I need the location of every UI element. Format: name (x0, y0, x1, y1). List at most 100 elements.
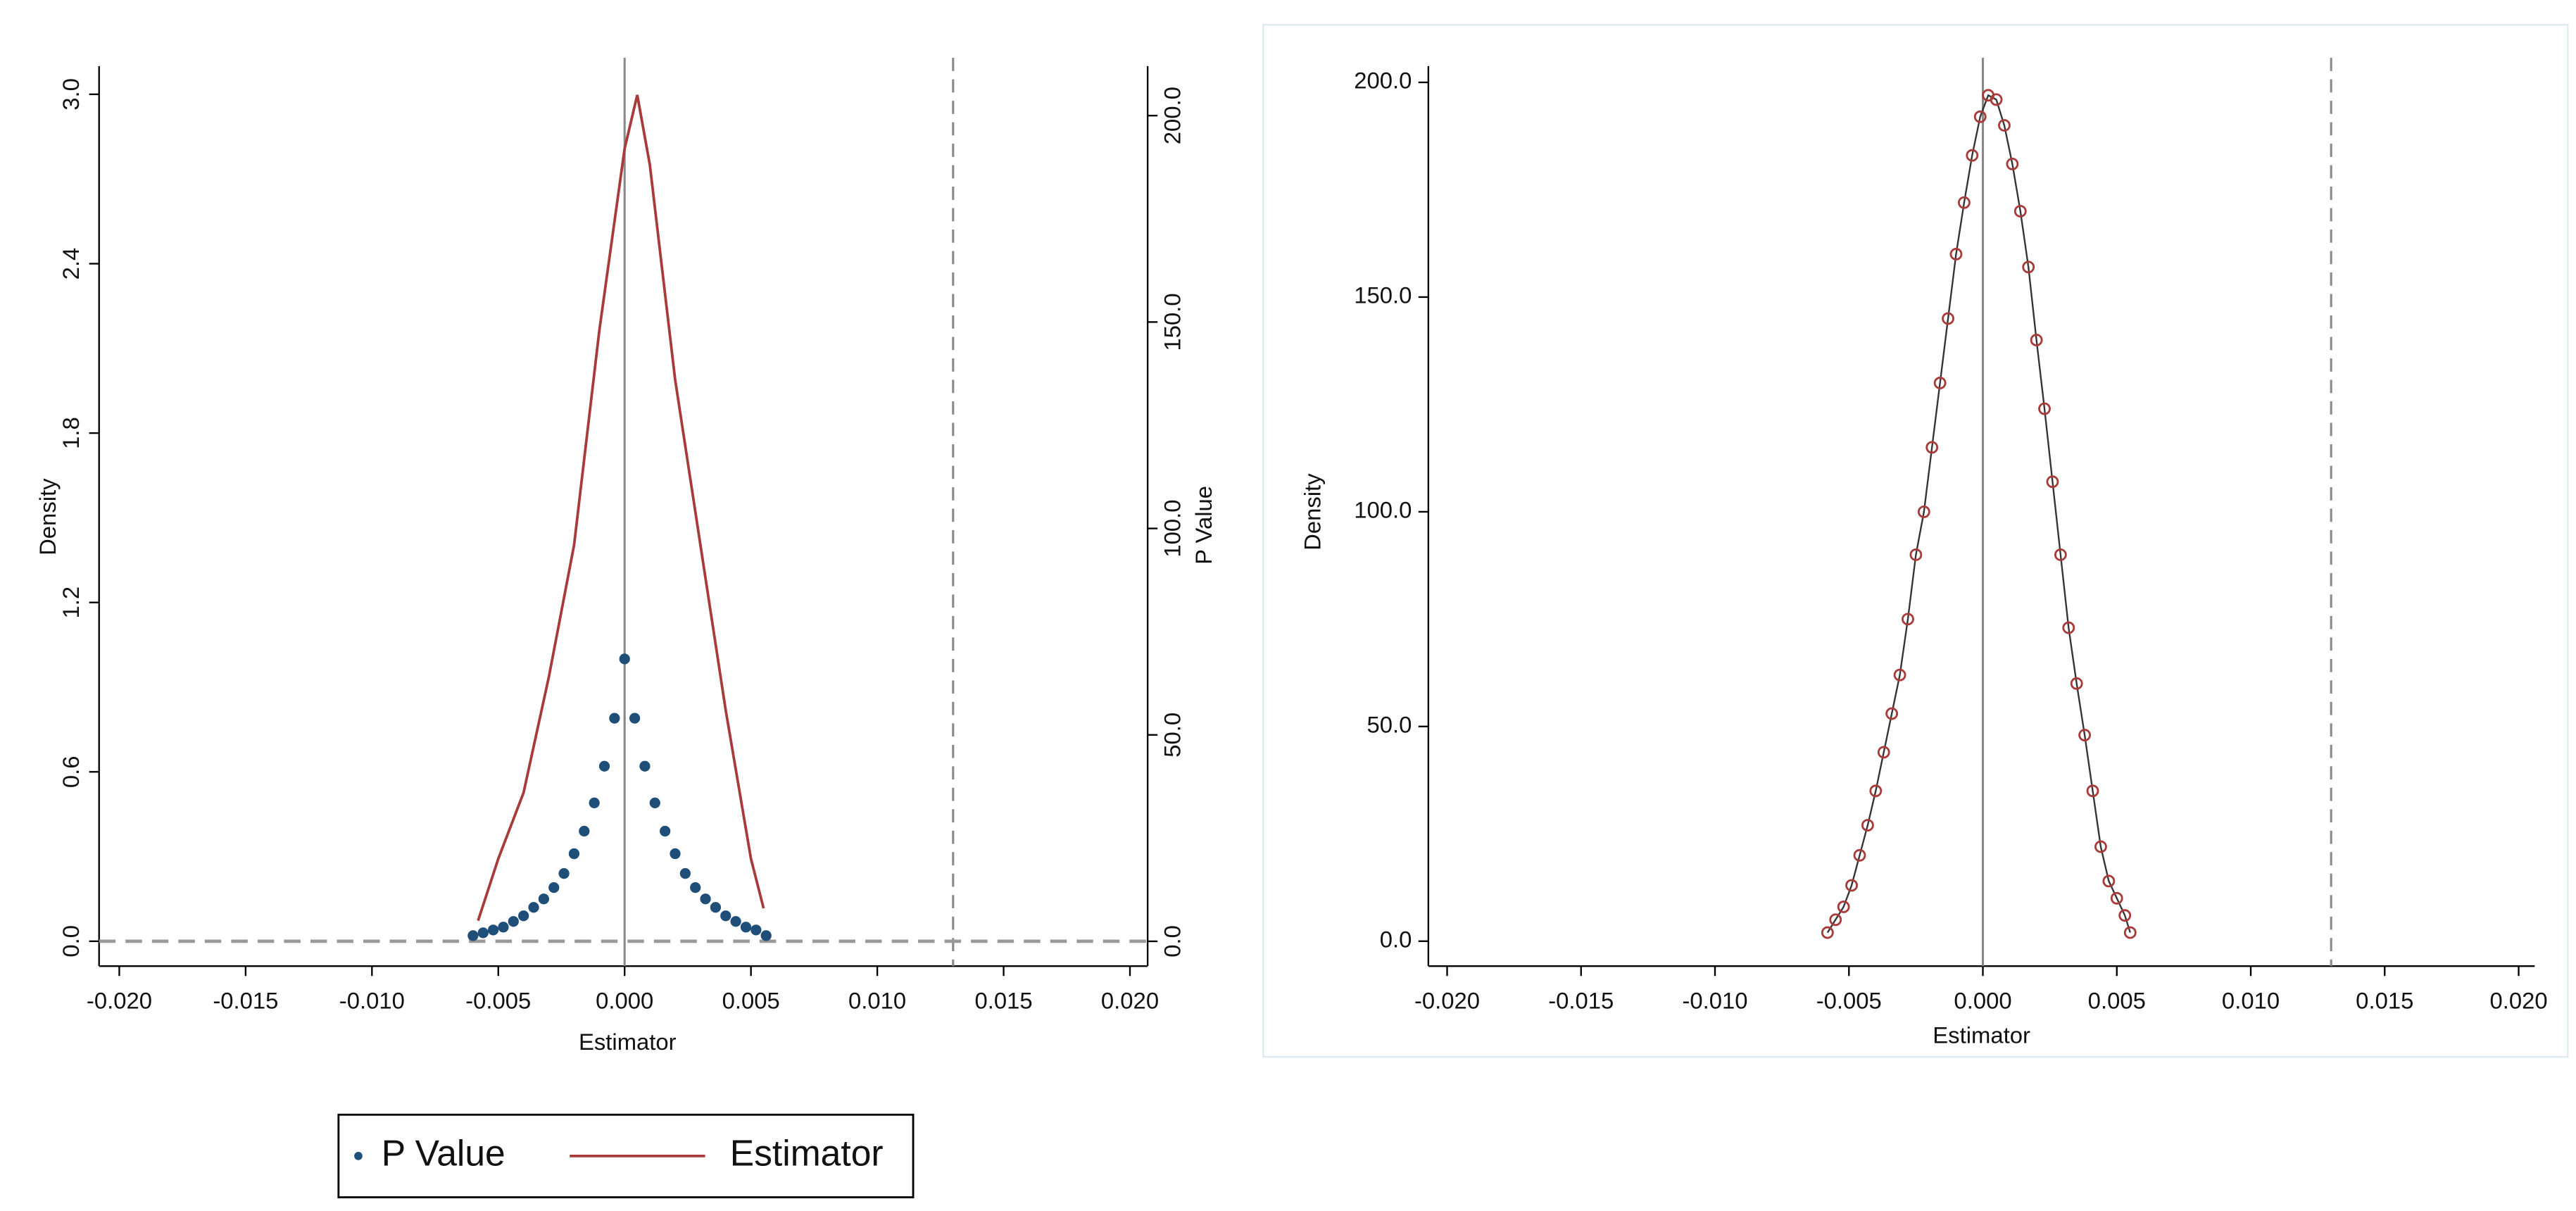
y-tick-label: 3.0 (58, 78, 84, 111)
line (477, 94, 765, 922)
point (670, 848, 681, 860)
x-tick-label: 0.005 (722, 987, 780, 1013)
y-tick-label: 50.0 (1367, 712, 1412, 738)
point (700, 893, 711, 905)
x-tick-label: 0.010 (848, 987, 906, 1013)
point (1885, 707, 1899, 720)
point (710, 902, 722, 913)
point (518, 910, 529, 922)
x-tick-label: 0.020 (2489, 987, 2547, 1013)
x-tick-label: -0.010 (1682, 987, 1747, 1013)
point (2123, 926, 2137, 939)
point (1949, 248, 1963, 261)
point (2013, 205, 2027, 218)
point (498, 922, 509, 933)
point (629, 713, 641, 724)
x-tick-label: -0.005 (465, 987, 531, 1013)
y2-axis-title: P Value (1190, 486, 1217, 565)
x-tick-label: 0.000 (1954, 987, 2011, 1013)
point (760, 930, 772, 941)
point (720, 910, 731, 922)
y-tick-label: 100.0 (1354, 497, 1412, 523)
y-tick-label: 150.0 (1354, 282, 1412, 308)
point (1821, 926, 1834, 939)
point (487, 924, 499, 936)
point (548, 882, 560, 893)
point (1942, 312, 1954, 325)
point (477, 927, 489, 939)
point (2118, 909, 2132, 922)
x-tick-label: 0.010 (2222, 987, 2280, 1013)
point (740, 922, 752, 933)
x-tick-label: 0.005 (2088, 987, 2146, 1013)
point (467, 930, 479, 941)
point (2078, 729, 2092, 741)
point (2006, 157, 2019, 170)
x-tick-label: -0.010 (339, 987, 405, 1013)
y-tick-label: 0.0 (58, 925, 84, 958)
point (649, 797, 660, 809)
fit-line (1826, 94, 2131, 934)
point (598, 760, 610, 772)
x-tick-label: 0.020 (1101, 987, 1159, 1013)
point (730, 916, 741, 927)
point (690, 882, 701, 893)
legend-label: Estimator (730, 1133, 884, 1174)
point (1957, 196, 1971, 209)
panel-border (1262, 24, 2569, 1058)
y-tick-label: 1.8 (58, 417, 84, 449)
y-axis-title: Density (1300, 473, 1326, 551)
point (2022, 261, 2035, 274)
y-tick-label: 200.0 (1354, 68, 1412, 94)
point (1933, 377, 1947, 389)
point (1998, 119, 2011, 132)
point (1902, 613, 1914, 626)
y-tick-label: 1.2 (58, 586, 84, 619)
x-tick-label: -0.020 (1414, 987, 1480, 1013)
point (538, 893, 550, 905)
y-tick-label: 0.6 (58, 755, 84, 788)
point (1990, 93, 2003, 106)
point (568, 848, 580, 860)
point (1869, 784, 1883, 798)
point (609, 713, 620, 724)
point (589, 797, 600, 809)
x-tick-label: -0.015 (213, 987, 278, 1013)
point (1829, 913, 1842, 927)
y2-tick-label: 200.0 (1159, 87, 1185, 144)
point (1893, 668, 1906, 682)
point (2102, 874, 2116, 888)
x-tick-label: -0.015 (1548, 987, 1614, 1013)
x-tick-label: 0.015 (2356, 987, 2413, 1013)
point (2086, 784, 2099, 798)
point (1845, 879, 1858, 892)
point (2110, 891, 2123, 905)
point (2062, 621, 2075, 634)
legend-swatch (354, 1152, 363, 1160)
point (1966, 149, 1979, 162)
x-tick-label: 0.000 (596, 987, 653, 1013)
point (1925, 441, 1939, 454)
point (660, 825, 671, 837)
point (679, 868, 691, 879)
point (1877, 746, 1890, 759)
x-axis-title: Estimator (579, 1029, 677, 1055)
y2-tick-label: 0.0 (1159, 925, 1185, 958)
point (2038, 402, 2051, 415)
y2-tick-label: 50.0 (1159, 713, 1185, 758)
point (579, 825, 590, 837)
point (619, 653, 630, 665)
point (2054, 548, 2067, 561)
point (558, 868, 570, 879)
x-tick-label: 0.015 (974, 987, 1032, 1013)
y-tick-label: 2.4 (58, 248, 84, 280)
x-tick-label: -0.020 (87, 987, 152, 1013)
point (2094, 840, 2107, 853)
point (639, 760, 651, 772)
point (2070, 677, 2083, 690)
y2-tick-label: 100.0 (1159, 500, 1185, 558)
point (2030, 334, 2043, 346)
point (1917, 505, 1930, 518)
point (750, 924, 762, 936)
